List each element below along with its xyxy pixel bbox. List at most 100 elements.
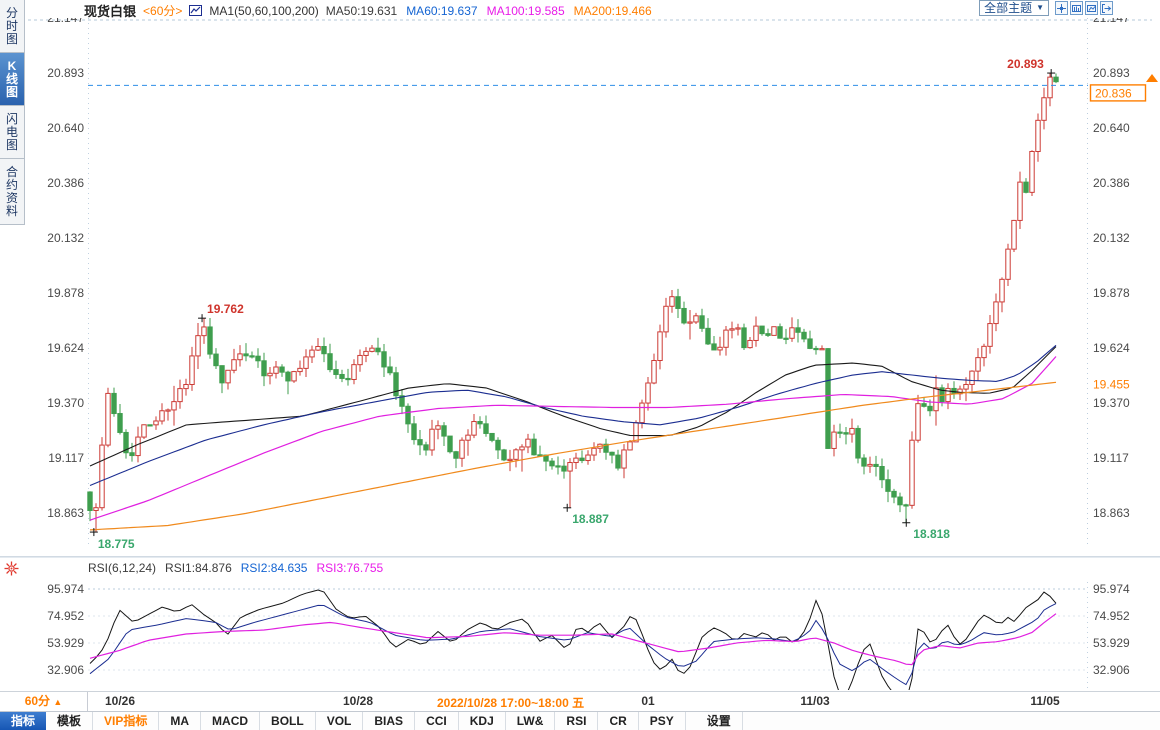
candle-up	[981, 345, 987, 359]
candle-down	[123, 431, 129, 454]
price-tick-right: 19.117	[1093, 451, 1129, 465]
rsi-tick-left: 32.906	[47, 663, 84, 677]
candle-up	[159, 410, 165, 422]
grid-layer	[28, 18, 1152, 690]
price-tick-right: 20.386	[1093, 176, 1130, 190]
date-tick-0: 10/26	[104, 694, 136, 708]
toolbar-tab-rsi[interactable]: RSI	[555, 712, 599, 730]
candle-up	[729, 328, 735, 331]
candle-up	[153, 420, 159, 426]
period-label[interactable]: <60分>	[143, 4, 183, 18]
candle-up	[315, 346, 321, 351]
candle-up	[519, 446, 525, 451]
candle-up	[621, 449, 627, 469]
rsi-tick-right: 32.906	[1093, 663, 1130, 677]
candle-down	[891, 490, 897, 498]
symbol-name: 现货白银	[84, 4, 137, 19]
rsi1-value: RSI1:84.876	[165, 561, 232, 575]
candle-down	[873, 463, 879, 467]
candle-down	[333, 369, 339, 375]
candle-down	[1023, 181, 1029, 193]
candle-up	[309, 349, 315, 358]
candle-down	[381, 351, 387, 368]
candle-down	[417, 439, 423, 446]
candle-up	[993, 301, 999, 325]
candle-up	[633, 422, 639, 443]
rsi3-value: RSI3:76.755	[316, 561, 384, 575]
toolbar-tab-settings[interactable]: 设置	[696, 712, 743, 730]
fit-horizontal-icon[interactable]	[1070, 1, 1083, 15]
toolbar-tab-template[interactable]: 模板	[46, 712, 94, 730]
candle-down	[219, 365, 225, 384]
toolbar-tab-cr[interactable]: CR	[598, 712, 639, 730]
candle-down	[927, 405, 933, 412]
price-tick-right: 19.624	[1093, 341, 1130, 355]
price-tick-left: 19.878	[47, 286, 84, 300]
reference-label-bg	[1089, 377, 1147, 392]
sidebar-item-contract-info[interactable]: 合 约 资 料	[0, 159, 24, 225]
candle-up	[831, 431, 837, 449]
candle-up	[651, 359, 657, 384]
ma-settings-icon[interactable]	[189, 4, 203, 17]
toolbar-tab-bias[interactable]: BIAS	[363, 712, 416, 730]
price-tick-right: 20.893	[1093, 66, 1130, 80]
candle-up	[591, 447, 597, 456]
candle-up	[471, 421, 477, 436]
toolbar-tab-kdj[interactable]: KDJ	[459, 712, 506, 730]
toolbar-tab-ma[interactable]: MA	[159, 712, 202, 730]
price-tick-left: 20.640	[47, 121, 84, 135]
toolbar-tab-macd[interactable]: MACD	[201, 712, 261, 730]
candle-down	[855, 427, 861, 459]
candle-up	[201, 326, 207, 337]
candle-up	[789, 327, 795, 339]
toolbar-tab-indicator[interactable]: 指标	[0, 712, 47, 730]
candle-down	[339, 373, 345, 379]
pane-exit-icon[interactable]	[1100, 1, 1113, 15]
candle-up	[141, 424, 147, 438]
candle-down	[207, 326, 213, 355]
sidebar-item-lightning[interactable]: 闪 电 图	[0, 106, 24, 159]
candle-up	[429, 428, 435, 451]
legend-ma50-value: MA50:19.631	[325, 3, 398, 18]
toolbar-tab-psy[interactable]: PSY	[639, 712, 686, 730]
candle-up	[297, 367, 303, 373]
candle-up	[183, 383, 189, 390]
price-tick-right: 19.370	[1093, 396, 1130, 410]
candle-down	[423, 444, 429, 451]
candle-up	[627, 441, 633, 451]
candle-down	[129, 452, 135, 457]
timeframe-label: 60分	[24, 694, 51, 708]
extreme-price-label: 18.818	[913, 527, 950, 541]
indicator-settings-icon[interactable]	[4, 561, 19, 579]
toolbar-tab-vip-indicator[interactable]: VIP指标	[93, 712, 160, 730]
price-tick-left: 18.863	[47, 506, 84, 520]
fit-vertical-icon[interactable]	[1085, 1, 1098, 15]
candle-down	[879, 465, 885, 481]
sidebar-item-kline[interactable]: K 线 图	[0, 53, 24, 106]
candle-down	[147, 424, 153, 427]
rsi3-line	[89, 613, 1057, 666]
candle-down	[807, 338, 813, 349]
candle-down	[387, 366, 393, 374]
candle-down	[285, 371, 291, 382]
toolbar-tab-boll[interactable]: BOLL	[260, 712, 316, 730]
theme-dropdown[interactable]: 全部主题 ▼	[979, 0, 1049, 16]
toolbar-tab-vol[interactable]: VOL	[316, 712, 364, 730]
price-tick-left: 20.893	[47, 66, 84, 80]
move-icon[interactable]	[1055, 1, 1068, 15]
candle-down	[495, 439, 501, 451]
candle-up	[99, 444, 105, 509]
toolbar-tab-lwr[interactable]: LW&	[506, 712, 556, 730]
rsi1-line	[89, 589, 1057, 690]
sidebar-item-time-share[interactable]: 分 时 图	[0, 0, 24, 53]
timeframe-button[interactable]: 60分 ▲	[0, 692, 88, 712]
candle-up	[435, 425, 441, 430]
rsi-tick-right: 74.952	[1093, 609, 1130, 623]
rsi-tick-left: 74.952	[47, 609, 84, 623]
candle-down	[489, 432, 495, 441]
toolbar-tab-cci[interactable]: CCI	[415, 712, 459, 730]
candle-down	[681, 307, 687, 324]
ma100-line	[89, 356, 1057, 521]
candle-up	[237, 353, 243, 361]
